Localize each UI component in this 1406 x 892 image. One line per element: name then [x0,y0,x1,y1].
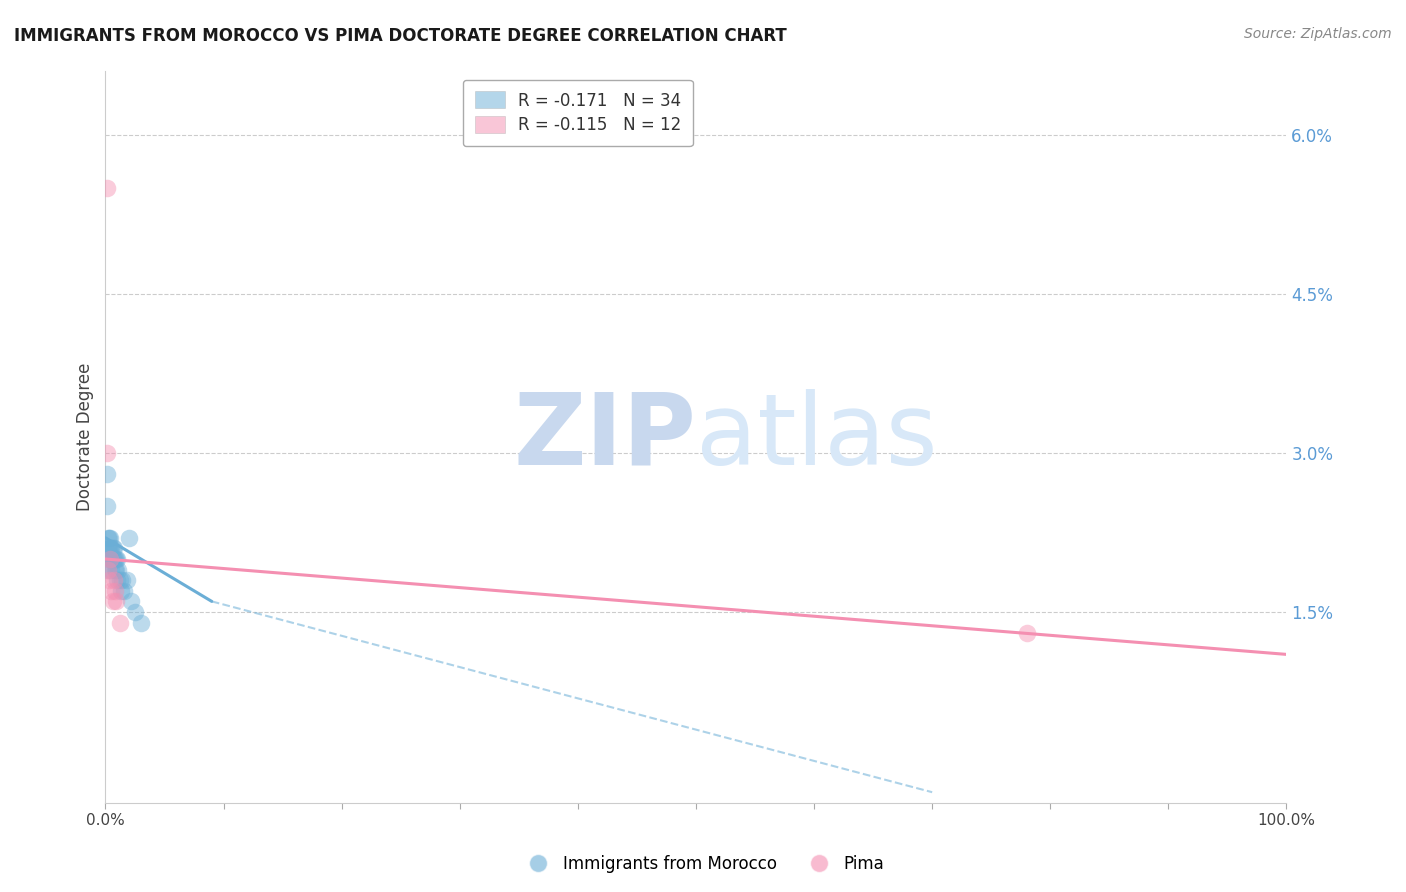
Point [103,552,125,566]
Point [98,531,121,545]
Text: IMMIGRANTS FROM MOROCCO VS PIMA DOCTORATE DEGREE CORRELATION CHART: IMMIGRANTS FROM MOROCCO VS PIMA DOCTORAT… [14,27,787,45]
Point [100,541,122,556]
Text: atlas: atlas [696,389,938,485]
Point [97,541,120,556]
Point [111,573,134,587]
Point [101,541,124,556]
Point [103,541,125,556]
Point [96,446,118,460]
Point [129,615,152,630]
Legend: Immigrants from Morocco, Pima: Immigrants from Morocco, Pima [515,848,891,880]
Point [98,552,121,566]
Point [101,552,124,566]
Point [103,573,125,587]
Point [96,499,118,513]
Point [108,573,131,587]
Point [98,552,121,566]
Point [98,531,121,545]
Point [96,467,118,482]
Point [105,594,128,608]
Point [100,583,122,598]
Point [1015,626,1038,640]
Point [112,583,135,598]
Point [104,583,127,598]
Point [124,605,146,619]
Point [105,563,128,577]
Point [107,563,129,577]
Text: ZIP: ZIP [513,389,696,485]
Point [115,573,138,587]
Point [104,552,127,566]
Point [97,563,120,577]
Point [98,541,121,556]
Point [100,563,122,577]
Y-axis label: Doctorate Degree: Doctorate Degree [76,363,94,511]
Point [98,573,121,587]
Point [108,615,131,630]
Point [110,583,132,598]
Point [101,594,124,608]
Point [104,563,127,577]
Point [105,573,128,587]
Point [118,531,141,545]
Point [100,552,122,566]
Point [96,181,118,195]
Text: Source: ZipAtlas.com: Source: ZipAtlas.com [1244,27,1392,41]
Point [120,594,142,608]
Point [105,552,128,566]
Point [105,552,128,566]
Point [97,563,120,577]
Legend: R = -0.171   N = 34, R = -0.115   N = 12: R = -0.171 N = 34, R = -0.115 N = 12 [463,79,693,146]
Point [98,541,121,556]
Point [97,531,120,545]
Point [98,552,121,566]
